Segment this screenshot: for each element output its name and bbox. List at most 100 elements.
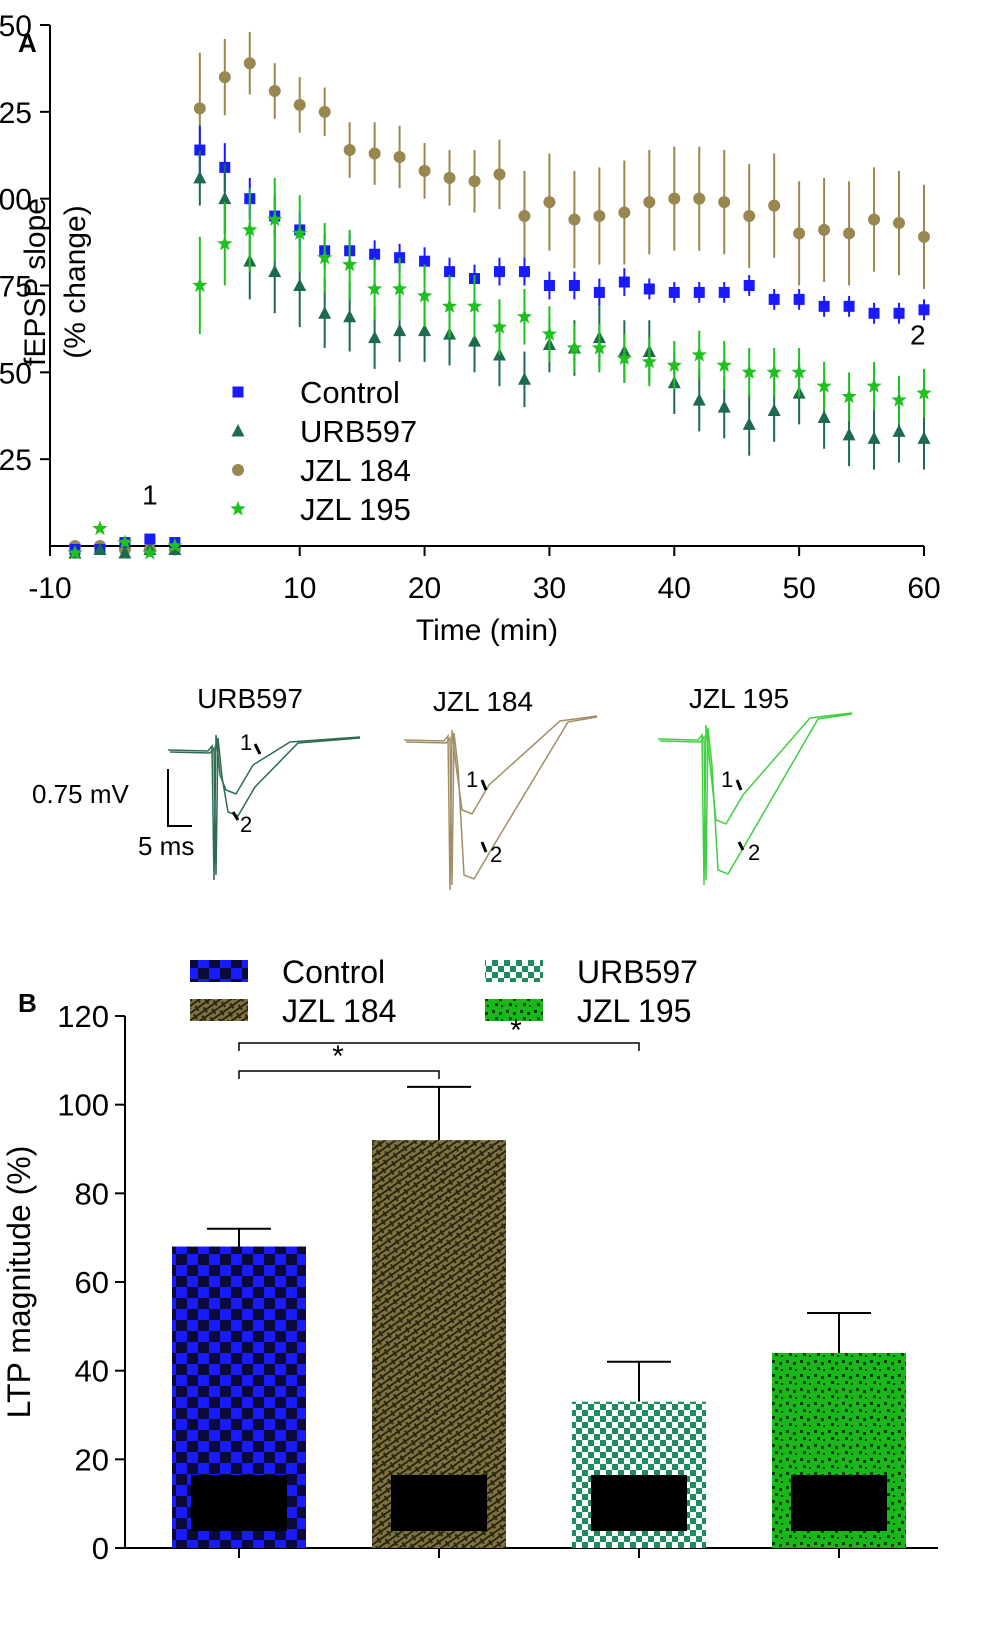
data-point	[643, 196, 656, 209]
data-point	[218, 191, 232, 205]
data-point	[616, 350, 632, 365]
panel-a-y-tick-label: 75	[0, 271, 32, 304]
panel-b-y-tick-label: 60	[75, 1265, 109, 1300]
panel-a-y-tick-label: 150	[0, 10, 32, 43]
panel-b-y-tick-label: 0	[92, 1531, 109, 1566]
trace-jzl184-label-2: 2	[490, 842, 502, 867]
data-point	[568, 213, 581, 226]
data-point	[818, 223, 831, 236]
trace-jzl184-label-1: 1	[466, 767, 478, 792]
data-point	[268, 264, 282, 278]
data-point	[193, 102, 206, 115]
data-point	[292, 225, 308, 240]
data-point	[167, 538, 183, 553]
data-point	[317, 249, 333, 265]
example-traces: URB597 JZL 184 JZL 195 0.75 mV 5 ms 1 2 …	[32, 683, 853, 891]
panel-a-data	[67, 31, 932, 560]
panel-a-x-tick-label: 30	[533, 572, 566, 605]
panel-b-bars: n=22 n=9 n=7 n=8	[172, 1085, 906, 1558]
trace-jzl195-tick-1	[735, 779, 743, 791]
data-point	[742, 417, 756, 430]
data-point	[917, 431, 931, 444]
data-point	[368, 147, 381, 160]
data-point	[391, 280, 408, 296]
data-point	[868, 213, 881, 226]
data-point	[916, 385, 932, 400]
data-point	[393, 150, 406, 163]
data-point	[118, 545, 132, 559]
data-point	[418, 323, 432, 337]
bar-group-jzl-184: n=9	[372, 1085, 506, 1558]
data-point	[743, 280, 755, 291]
data-point	[92, 520, 108, 536]
trace-title-jzl184: JZL 184	[433, 686, 533, 717]
data-point	[866, 378, 882, 393]
data-point	[342, 256, 358, 272]
data-point	[793, 293, 805, 305]
significance-star: *	[332, 1040, 344, 1073]
trace-urb597-tick-2	[231, 811, 240, 821]
trace-jzl184-tick-2	[480, 841, 488, 853]
n-label: n=7	[613, 1488, 666, 1521]
panel-b-y-tick-label: 20	[75, 1442, 109, 1477]
data-point	[267, 211, 283, 226]
data-point	[541, 326, 558, 341]
data-point	[543, 280, 555, 291]
panel-b-y-label: LTP magnitude (%)	[1, 1146, 37, 1419]
data-point	[242, 221, 258, 237]
data-point	[591, 340, 607, 355]
data-point	[767, 403, 781, 417]
data-point	[144, 533, 156, 545]
panel-a-legend: Control URB597 JZL 184 JZL 195	[230, 375, 417, 527]
series-jzl-195	[67, 177, 932, 560]
trace-title-jzl195: JZL 195	[689, 683, 789, 714]
panel-a-x-tick-label: 50	[782, 572, 815, 605]
trace-jzl195-label-2: 2	[748, 840, 760, 865]
data-point	[443, 171, 456, 184]
legend-marker-urb597	[231, 424, 245, 437]
data-point	[493, 168, 506, 181]
data-point	[918, 230, 930, 243]
data-point	[343, 309, 357, 323]
data-point	[67, 544, 83, 560]
data-point	[568, 280, 580, 291]
data-point	[394, 252, 406, 264]
data-point	[741, 364, 757, 379]
data-point	[418, 164, 431, 177]
panel-b-y-tick-label: 120	[57, 999, 109, 1034]
data-point	[766, 364, 782, 379]
legend-label: Control	[282, 954, 385, 990]
data-point	[518, 210, 531, 223]
data-point	[666, 357, 682, 372]
legend-label: JZL 195	[300, 492, 411, 527]
data-point	[243, 57, 256, 70]
n-label: n=8	[813, 1488, 866, 1521]
data-point	[668, 192, 681, 205]
data-point	[743, 210, 756, 223]
data-point	[868, 307, 880, 319]
trace-waveform-2	[659, 713, 853, 881]
legend-label: JZL 184	[300, 453, 411, 488]
data-point	[393, 323, 407, 337]
data-point	[768, 199, 781, 212]
data-point	[643, 283, 655, 295]
data-point	[516, 308, 533, 324]
trace-jzl195-tick-2	[737, 841, 745, 851]
data-point	[692, 393, 706, 406]
data-point	[318, 306, 332, 319]
trace-jzl184-tick-1	[480, 779, 488, 791]
data-point	[791, 364, 807, 379]
trace-urb597-label-2: 2	[240, 812, 252, 837]
legend-label: JZL 195	[577, 993, 691, 1029]
data-point	[593, 210, 606, 223]
n-label-box	[591, 1475, 687, 1531]
legend-label: URB597	[577, 954, 698, 990]
panel-b-y-tick-label: 80	[75, 1176, 109, 1211]
trace-waveforms	[167, 712, 853, 891]
panel-a-x-tick-label: 20	[408, 572, 441, 605]
data-point	[693, 286, 705, 298]
panel-a-x-tick-label: 40	[658, 572, 691, 605]
panel-a: A 25 50 75 100 125 150 -10 10 20 30 40 50 60 1 2 Contr…	[0, 10, 941, 647]
bar-group-urb597: n=7	[572, 1360, 706, 1558]
panel-a-letter: A	[18, 28, 37, 58]
